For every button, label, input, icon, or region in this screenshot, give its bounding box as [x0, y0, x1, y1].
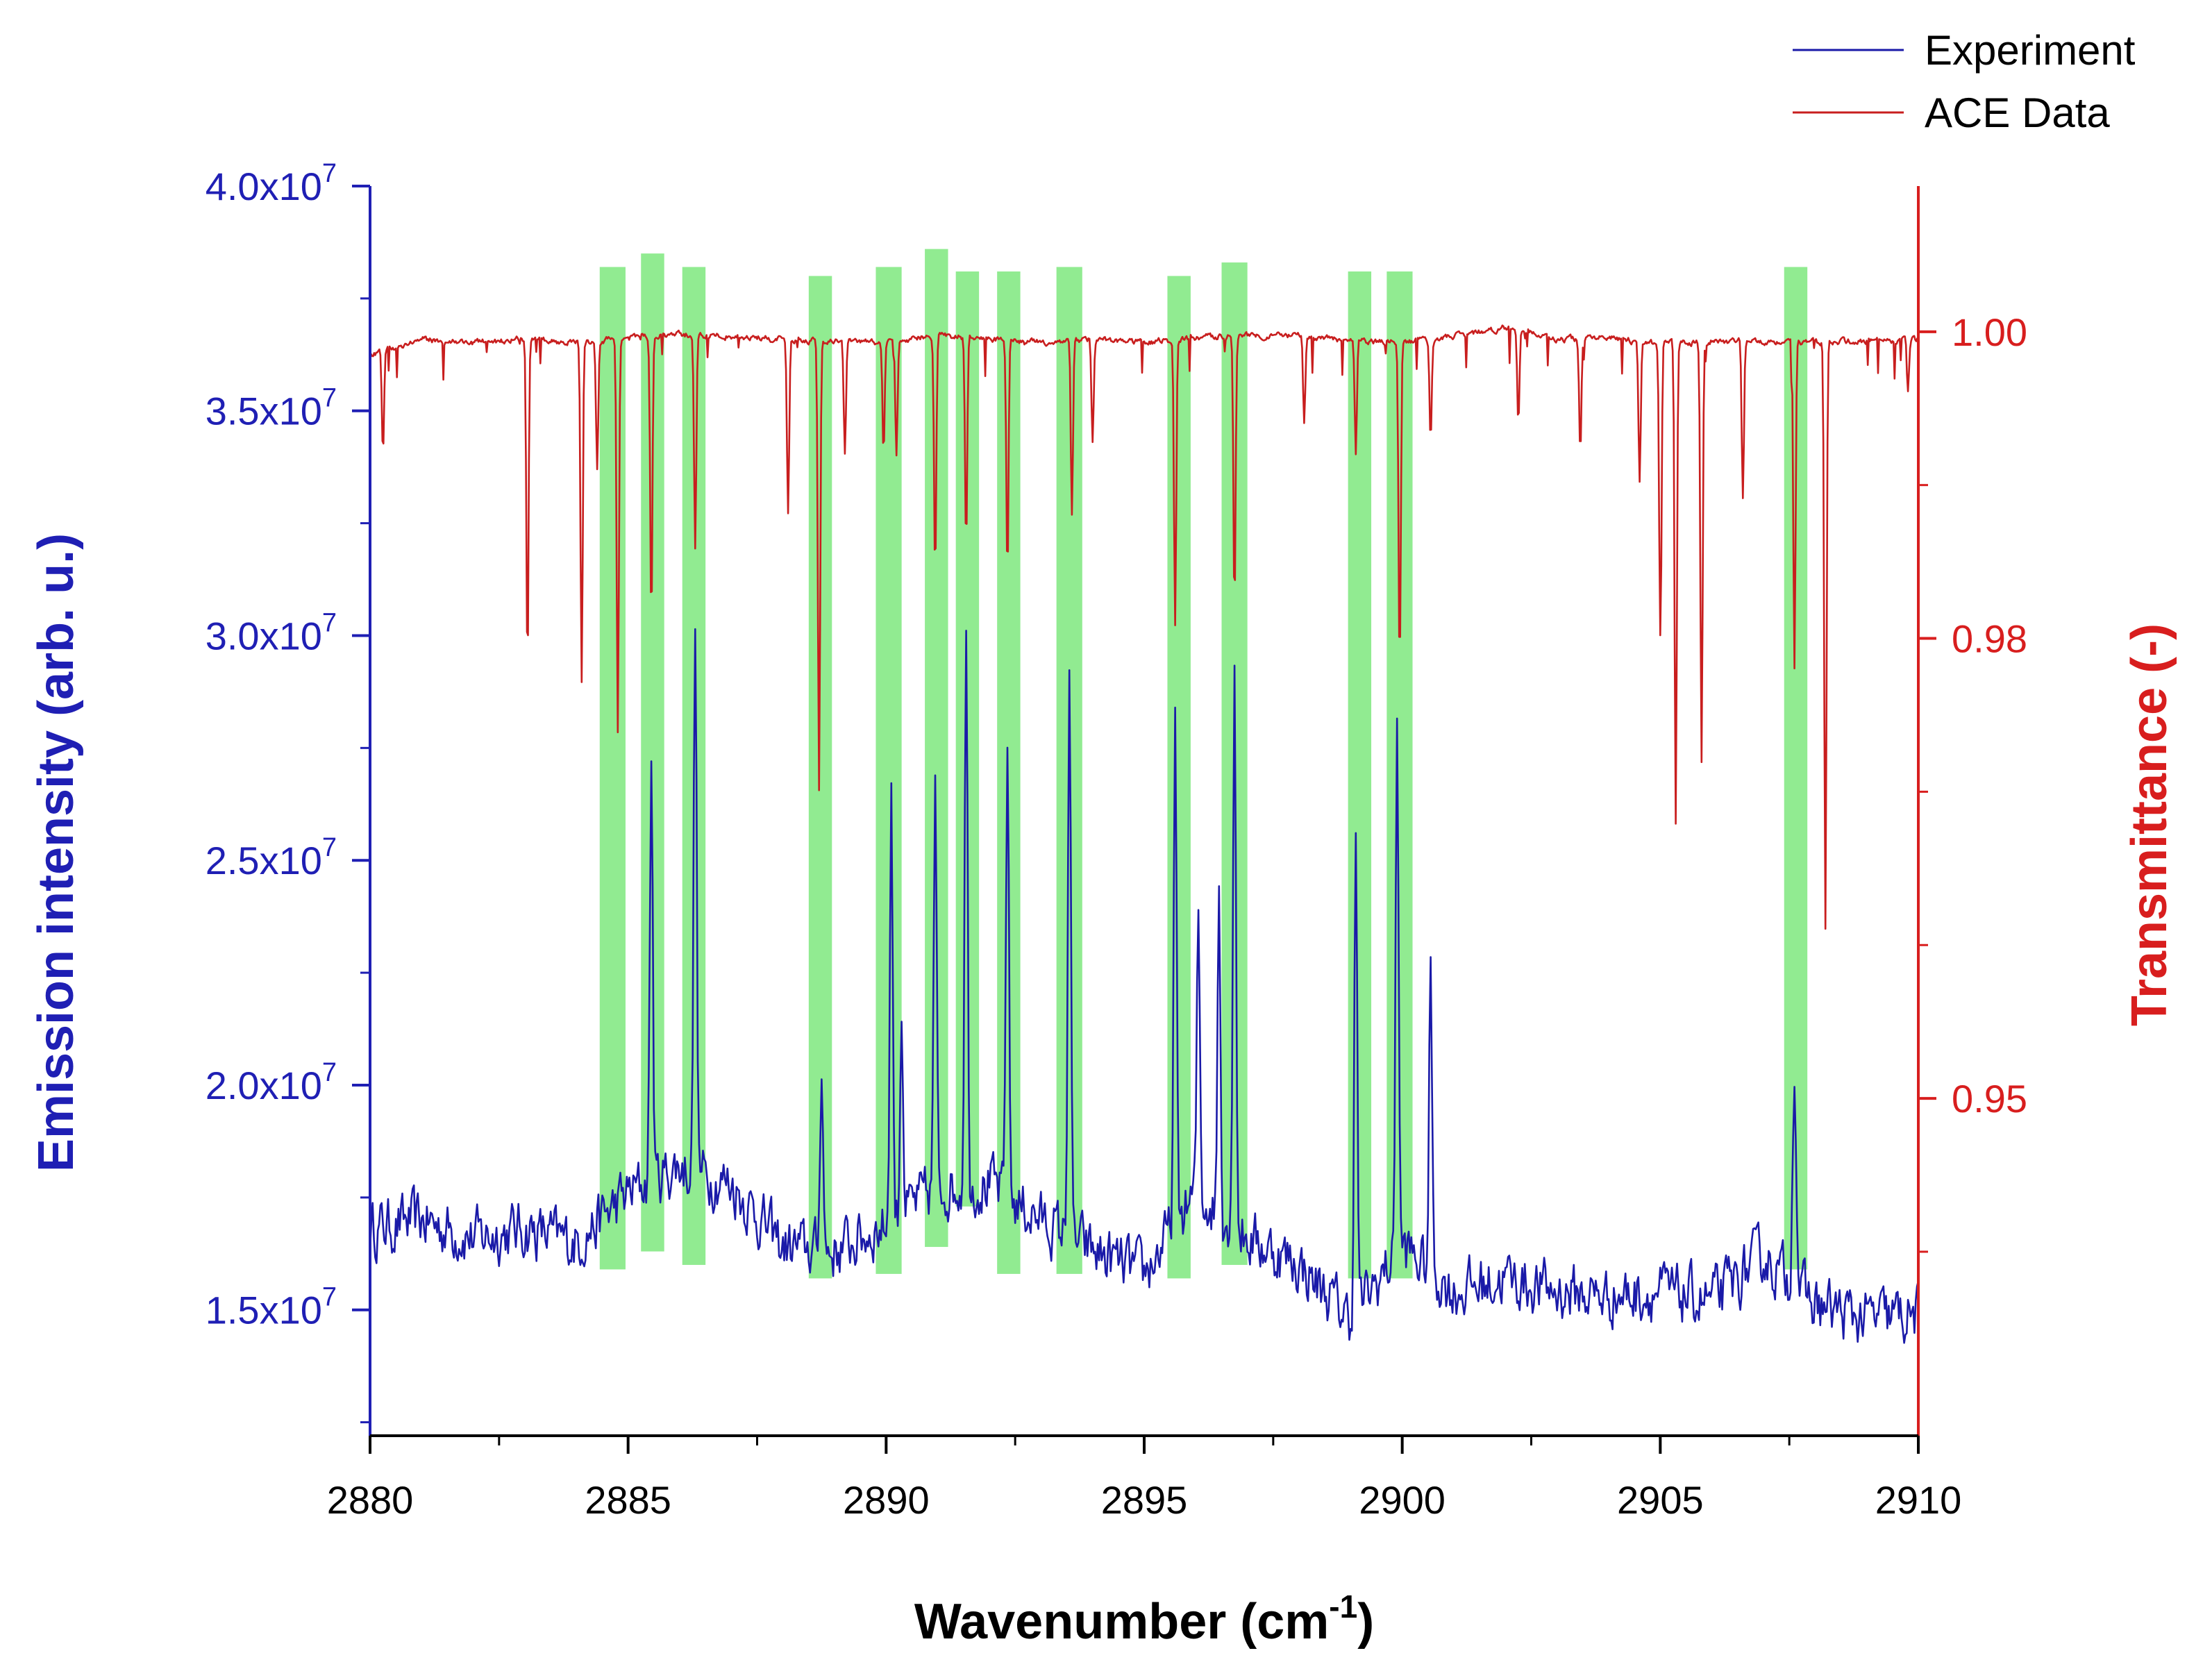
y-right-axis-title: Transmittance (-) — [2122, 623, 2177, 1026]
highlight-band-12 — [1348, 271, 1372, 1279]
y-left-axis-title: Emission intensity (arb. u.) — [28, 533, 84, 1172]
ace-data-line — [369, 324, 1919, 930]
x-tick-label-2880: 2880 — [327, 1478, 414, 1522]
experiment-line — [369, 628, 1920, 1344]
y-right-tick-label: 1.00 — [1952, 310, 2027, 354]
legend: Experiment ACE Data — [1793, 27, 2136, 136]
x-tick-label-2900: 2900 — [1359, 1478, 1446, 1522]
highlight-bands — [599, 249, 1808, 1279]
legend-label-2: ACE Data — [1925, 90, 2110, 136]
axes: 2880 2885 2890 2895 2900 2905 2910 1.5x107 2.0x1… — [28, 159, 2177, 1650]
legend-label-1: Experiment — [1925, 27, 2136, 74]
x-tick-label-2885: 2885 — [585, 1478, 671, 1522]
ace-data-series-group — [369, 324, 1919, 930]
experiment-series-group — [369, 628, 1920, 1344]
y-left-tick-label: 2.0x107 — [206, 1058, 337, 1107]
highlight-band-1 — [599, 267, 626, 1270]
x-tick-label-2905: 2905 — [1617, 1478, 1704, 1522]
x-tick-label-2895: 2895 — [1101, 1478, 1188, 1522]
y-left-tick-label: 2.5x107 — [206, 833, 337, 882]
y-right-tick-label: 0.98 — [1952, 617, 2027, 661]
y-left-tick-label: 3.5x107 — [206, 384, 337, 433]
y-left-tick-label: 1.5x107 — [206, 1283, 337, 1332]
y-right-tick-label: 0.95 — [1952, 1077, 2027, 1121]
y-left-tick-label: 4.0x107 — [206, 159, 337, 208]
highlight-band-10 — [1167, 276, 1191, 1279]
x-axis-title: Wavenumber (cm-1) — [914, 1588, 1374, 1650]
x-tick-label-2910: 2910 — [1875, 1478, 1962, 1522]
y-left-tick-label: 3.0x107 — [206, 608, 337, 657]
x-tick-label-2890: 2890 — [843, 1478, 930, 1522]
